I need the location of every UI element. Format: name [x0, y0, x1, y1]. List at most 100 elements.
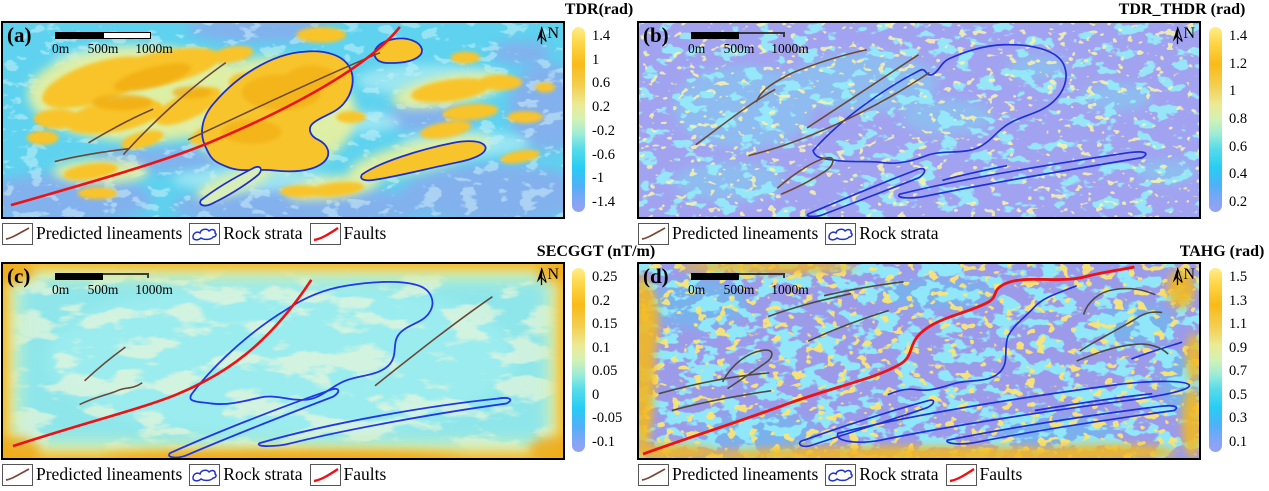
- rock-strata-symbol-icon: [825, 463, 857, 486]
- tick: -1.4: [592, 193, 615, 210]
- legend-label: Rock strata: [223, 464, 303, 484]
- scale-label: 1000m: [771, 282, 809, 297]
- north-label: N: [1183, 266, 1195, 283]
- fault-line: [12, 279, 313, 448]
- north-arrow-icon: [1173, 267, 1184, 286]
- scale-label: 0m: [688, 41, 706, 56]
- tdr-map-image: [3, 23, 563, 217]
- scale-label: 0m: [52, 41, 70, 56]
- rock-strata-outline: [806, 43, 1147, 217]
- tahg-map-image: [639, 264, 1199, 458]
- panel-label: (d): [643, 264, 669, 288]
- colorbar-b-ticks: 1.4 1.2 1 0.8 0.6 0.4 0.2: [1229, 27, 1269, 212]
- scale-bar-segment: [55, 273, 103, 280]
- rock-strata-outline: [798, 284, 1191, 448]
- rock-strata-symbol-icon: [825, 222, 857, 245]
- tick: 1.4: [592, 28, 611, 44]
- legend-label: Rock strata: [223, 223, 303, 243]
- tick: 0.6: [592, 75, 611, 92]
- tick: 0.1: [592, 339, 611, 356]
- tick: 0.8: [1229, 110, 1248, 127]
- tick: -1: [592, 170, 605, 187]
- north-arrow: N: [1171, 266, 1195, 286]
- lineament-lines: [54, 51, 381, 163]
- rock-strata-outline: [168, 280, 512, 458]
- panel-label: (b): [643, 23, 669, 47]
- panel-d-map: (d) 0m 500m 1000m N: [637, 262, 1201, 460]
- panel-c-map: (c) 0m 500m 1000m N: [1, 262, 565, 460]
- lineament-lines: [658, 281, 1169, 412]
- lineament-symbol-icon: [2, 222, 33, 245]
- tick: 1.1: [1229, 316, 1248, 333]
- fault-symbol-icon: [945, 463, 977, 486]
- scale-label: 0m: [688, 282, 706, 297]
- tick: 0.5: [1229, 386, 1248, 403]
- edge-anomalies: [639, 264, 1199, 458]
- lineament-symbol-icon: [638, 222, 669, 245]
- anomaly-texture: [221, 65, 337, 144]
- scale-bar: 0m 500m 1000m: [688, 273, 809, 297]
- north-label: N: [1183, 25, 1195, 42]
- fault-symbol-icon: [309, 222, 341, 245]
- scale-bar-segment: [103, 273, 149, 278]
- scale-label: 500m: [723, 41, 755, 56]
- panel-a-map: (a) 0m 500m 1000m N: [1, 21, 565, 219]
- fault-symbol-icon: [309, 463, 341, 486]
- fault-line: [10, 26, 401, 207]
- scale-bar-segment: [691, 273, 739, 280]
- tick: 0.2: [592, 99, 611, 116]
- colorbar-a: [572, 27, 585, 212]
- scale-label: 500m: [87, 282, 119, 297]
- colorbar-c: [572, 268, 585, 452]
- legend-d: Predicted lineaments Rock strata Faults: [638, 462, 1029, 487]
- lineament-symbol-icon: [638, 463, 669, 486]
- tick: 1: [592, 51, 600, 68]
- lineament-symbol-icon: [2, 463, 33, 486]
- colorbar-title-a: TDR(rad): [564, 1, 634, 18]
- scale-bar-segment: [739, 32, 785, 37]
- colorbar-a-ticks: 1.4 1 0.6 0.2 -0.2 -0.6 -1 -1.4: [592, 27, 636, 212]
- edge-gradient: [3, 264, 563, 458]
- tick: 1.3: [1229, 292, 1248, 309]
- tick: 0.4: [1229, 166, 1248, 183]
- tick: 1.4: [1229, 28, 1248, 44]
- tick: 0.2: [1229, 193, 1248, 210]
- legend-label: Faults: [343, 223, 387, 243]
- north-arrow: N: [535, 25, 559, 45]
- tick: 1.2: [1229, 55, 1248, 72]
- tick: -0.2: [592, 122, 615, 139]
- panel-label: (a): [7, 23, 32, 47]
- panel-label: (c): [7, 264, 31, 288]
- north-arrow: N: [1171, 25, 1195, 45]
- legend-label: Predicted lineaments: [672, 223, 819, 243]
- scale-label: 1000m: [135, 41, 173, 56]
- scale-label: 500m: [723, 282, 755, 297]
- tick: 0.9: [1229, 339, 1248, 356]
- colorbar-d-ticks: 1.5 1.3 1.1 0.9 0.7 0.5 0.3 0.1: [1229, 268, 1269, 452]
- tick: 0.7: [1229, 363, 1248, 380]
- colorbar-d: [1209, 268, 1222, 452]
- scale-bar: 0m 500m 1000m: [688, 32, 809, 56]
- north-arrow: N: [535, 266, 559, 286]
- panel-b-map: (b) 0m 500m 1000m N: [637, 21, 1201, 219]
- tick: -0.1: [592, 433, 615, 450]
- tick: 0.6: [1229, 138, 1248, 155]
- tick: -0.05: [592, 410, 623, 427]
- tick: 0.05: [592, 363, 618, 380]
- legend-label: Rock strata: [859, 223, 939, 243]
- legend-b: Predicted lineaments Rock strata: [638, 221, 946, 246]
- secggt-map-image: [3, 264, 563, 458]
- tick: 0.15: [592, 316, 618, 333]
- lineament-lines: [695, 48, 930, 195]
- tick: 0.3: [1229, 410, 1248, 427]
- rock-strata-symbol-icon: [189, 463, 221, 486]
- scale-label: 0m: [52, 282, 70, 297]
- legend-label: Predicted lineaments: [36, 464, 183, 484]
- tdr-thdr-map-image: [639, 23, 1199, 217]
- north-arrow-icon: [537, 267, 548, 286]
- lineament-lines: [79, 296, 493, 406]
- legend-label: Predicted lineaments: [672, 464, 819, 484]
- scale-bar: 0m 500m 1000m: [52, 273, 173, 297]
- scale-bar-segment: [55, 32, 103, 39]
